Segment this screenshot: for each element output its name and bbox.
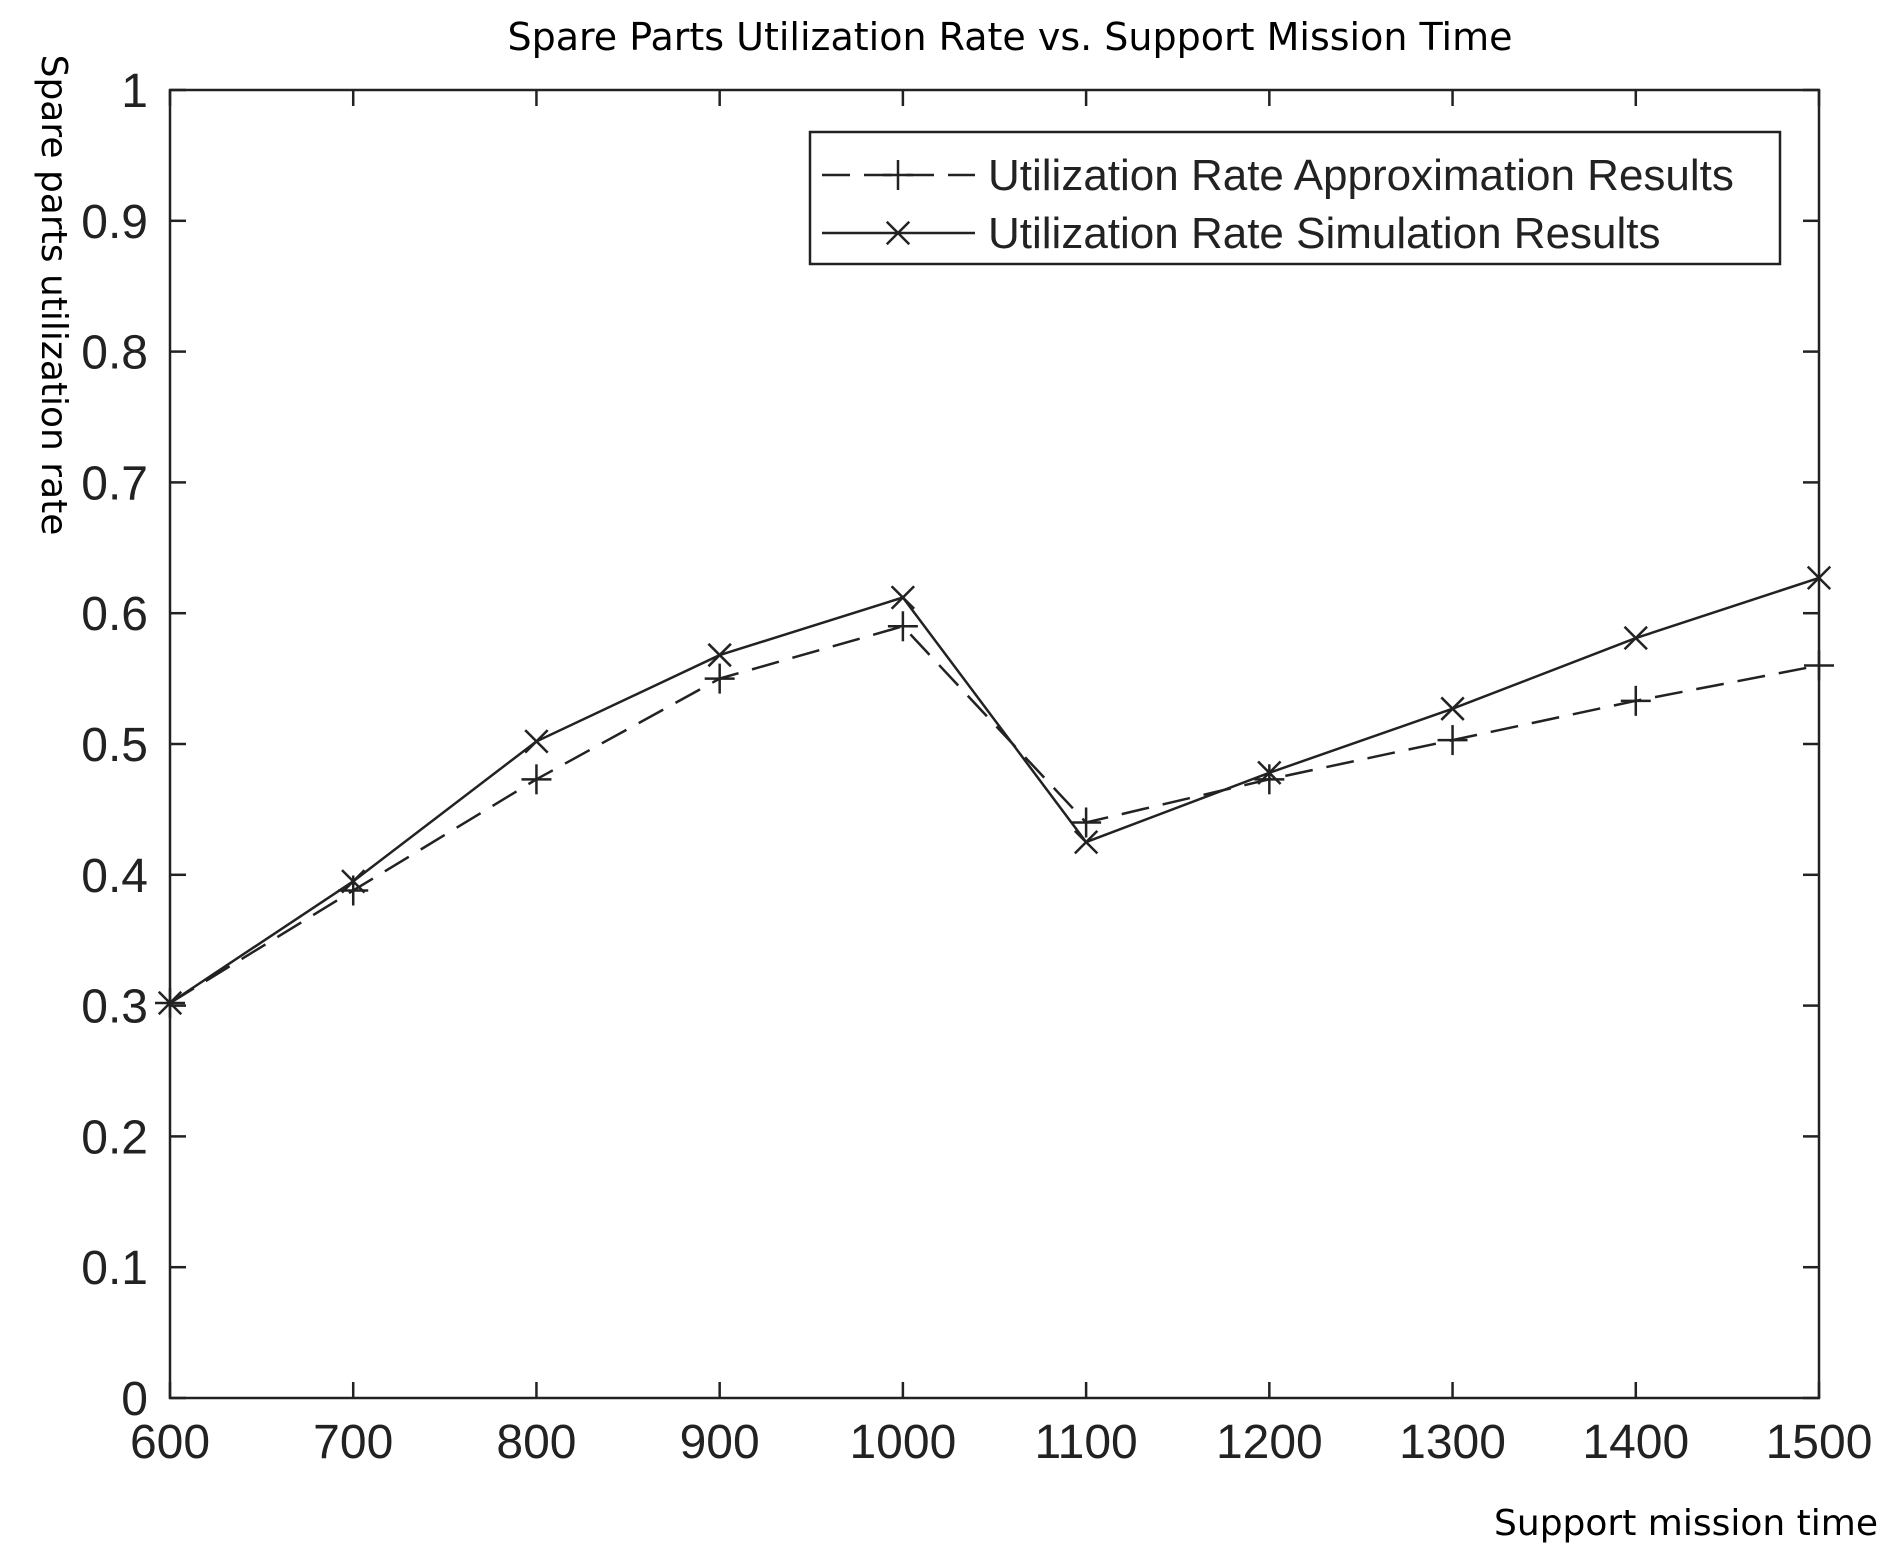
y-tick-label: 0.6 [81,588,148,641]
y-axis-label: Spare parts utilization rate [33,55,74,536]
data-point [1804,650,1834,681]
legend-label: Utilization Rate Simulation Results [988,209,1661,258]
legend-items: Utilization Rate Approximation Results Ut… [822,151,1734,258]
x-tick-label: 1000 [849,1416,956,1469]
data-point [1806,565,1832,591]
chart-title: Spare Parts Utilization Rate vs. Support… [507,15,1512,59]
data-point [1071,807,1102,838]
y-tick-label: 0.2 [81,1111,148,1164]
data-point [524,729,549,754]
data-point [157,990,183,1016]
data-point [1623,625,1648,651]
x-tick-label: 1100 [1035,1416,1138,1469]
y-tick-label: 0.5 [81,719,148,772]
y-tick-label: 0.1 [81,1242,148,1295]
series-lines [169,576,1820,1005]
y-tick-label: 1 [121,65,148,118]
axis-tick-labels: 600 700 800 900 1000 1100 1200 1300 1400 1500 0 0.1… [81,65,1872,1469]
data-point [521,764,552,795]
legend-box [808,130,1782,266]
y-tick-label: 0.8 [81,327,148,380]
y-tick-label: 0.3 [81,981,148,1034]
x-axis-label: Support mission time [1494,1503,1878,1544]
data-point [1620,685,1651,716]
data-point [1440,696,1465,721]
x-tick-label: 1200 [1216,1416,1323,1469]
x-tick-label: 1500 [1766,1416,1873,1469]
plot-frame [168,88,1821,1400]
data-point [890,585,916,610]
x-tick-label: 700 [313,1416,393,1469]
data-point [707,642,732,668]
data-point [887,611,918,642]
data-point [885,220,911,246]
x-tick-label: 1300 [1399,1416,1506,1469]
y-tick-label: 0 [121,1373,148,1426]
x-tick-label: 600 [130,1416,210,1469]
y-tick-label: 0.4 [81,850,148,903]
axis-ticks [168,88,1821,1400]
y-tick-label: 0.7 [81,457,148,510]
data-point [1254,764,1285,795]
x-tick-label: 800 [496,1416,576,1469]
data-point [883,160,913,190]
x-tick-label: 900 [680,1416,760,1469]
legend-label: Utilization Rate Approximation Results [988,151,1734,200]
series-line-1 [169,576,1820,1005]
series-line-0 [169,624,1820,1005]
y-tick-label: 0.9 [81,196,148,249]
data-point [1257,760,1282,785]
data-point [704,663,735,694]
series-markers [155,565,1834,1018]
x-tick-label: 1400 [1582,1416,1689,1469]
data-point [341,869,366,894]
data-point [1437,725,1468,756]
data-point [1073,829,1099,855]
legend: Utilization Rate Approximation Results Ut… [808,130,1782,266]
